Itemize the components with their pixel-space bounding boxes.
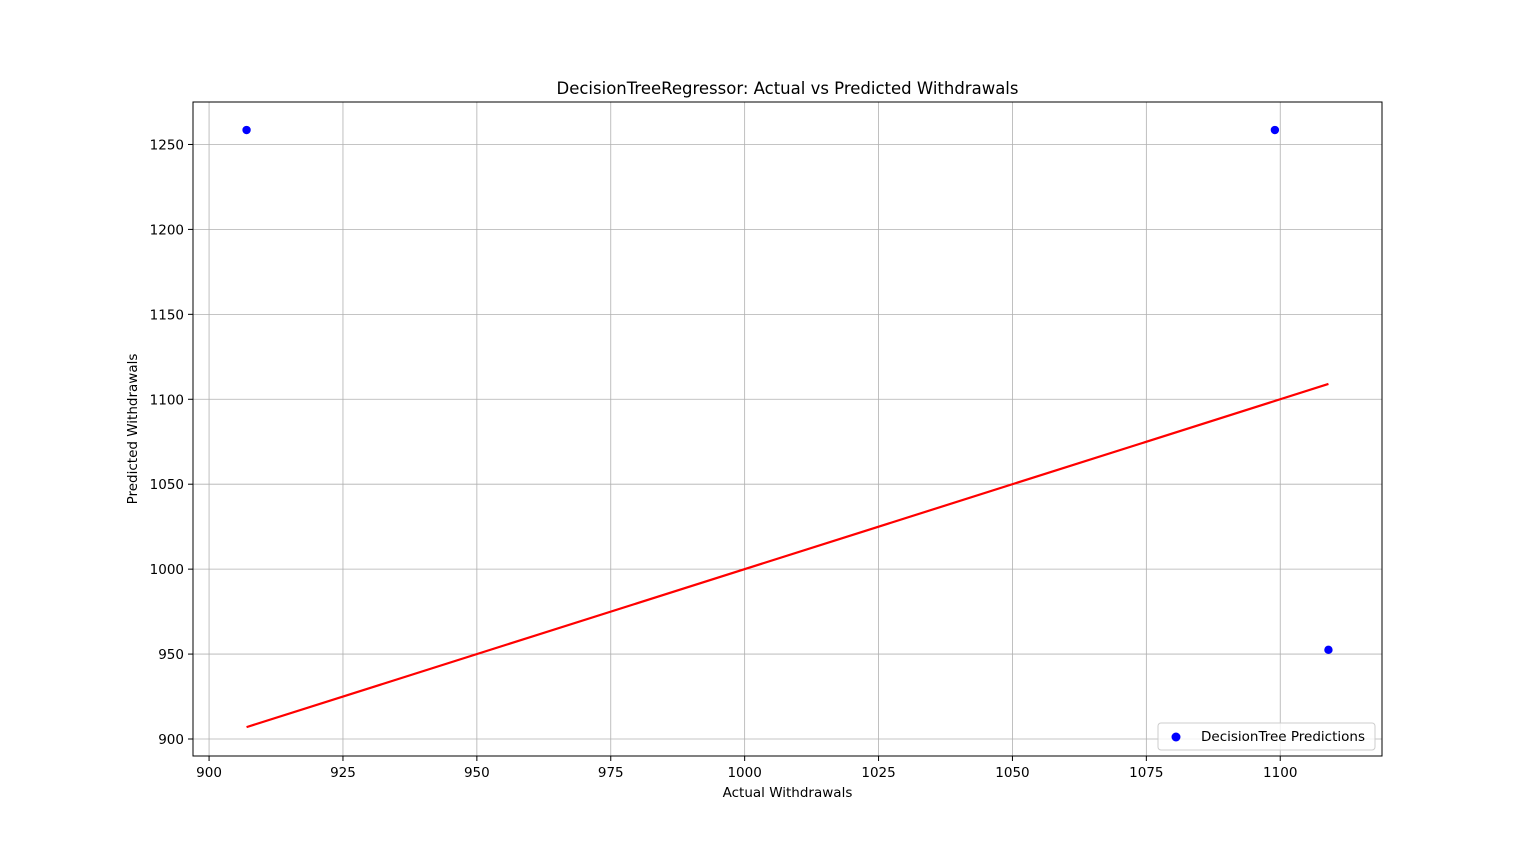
x-tick-label: 1075 — [1129, 765, 1163, 781]
x-tick-label: 1000 — [727, 765, 761, 781]
x-tick-label: 925 — [330, 765, 356, 781]
y-tick-label: 1000 — [150, 562, 184, 578]
grid-lines — [193, 102, 1382, 756]
plot-series — [242, 125, 1333, 729]
legend-marker — [1171, 732, 1181, 742]
legend-label: DecisionTree Predictions — [1201, 729, 1365, 745]
axis-ticks: 900 925 950 975 1000 1025 1050 1075 1100 900 950 10… — [150, 137, 1298, 781]
x-tick-label: 1050 — [995, 765, 1029, 781]
x-tick-label: 975 — [598, 765, 624, 781]
y-tick-label: 1050 — [150, 477, 184, 493]
legend-box — [1157, 722, 1376, 751]
axes-frame — [192, 101, 1383, 757]
y-tick-label: 1250 — [150, 137, 184, 153]
y-axis-label: Predicted Withdrawals — [125, 354, 141, 505]
identity-line — [246, 382, 1329, 729]
x-tick-label: 1025 — [861, 765, 895, 781]
x-tick-label: 950 — [464, 765, 490, 781]
x-tick-label: 1100 — [1263, 765, 1297, 781]
y-tick-label: 1100 — [150, 392, 184, 408]
y-tick-label: 900 — [158, 732, 184, 748]
y-tick-label: 1150 — [150, 307, 184, 323]
y-tick-label: 1200 — [150, 222, 184, 238]
scatter-point — [1324, 645, 1333, 655]
x-tick-label: 900 — [196, 765, 222, 781]
chart-title: DecisionTreeRegressor: Actual vs Predict… — [557, 79, 1019, 98]
scatter-point — [1270, 125, 1280, 135]
legend: DecisionTree Predictions — [1157, 722, 1376, 751]
x-axis-label: Actual Withdrawals — [723, 785, 853, 801]
y-tick-label: 950 — [158, 647, 184, 663]
scatter-point — [242, 125, 251, 135]
